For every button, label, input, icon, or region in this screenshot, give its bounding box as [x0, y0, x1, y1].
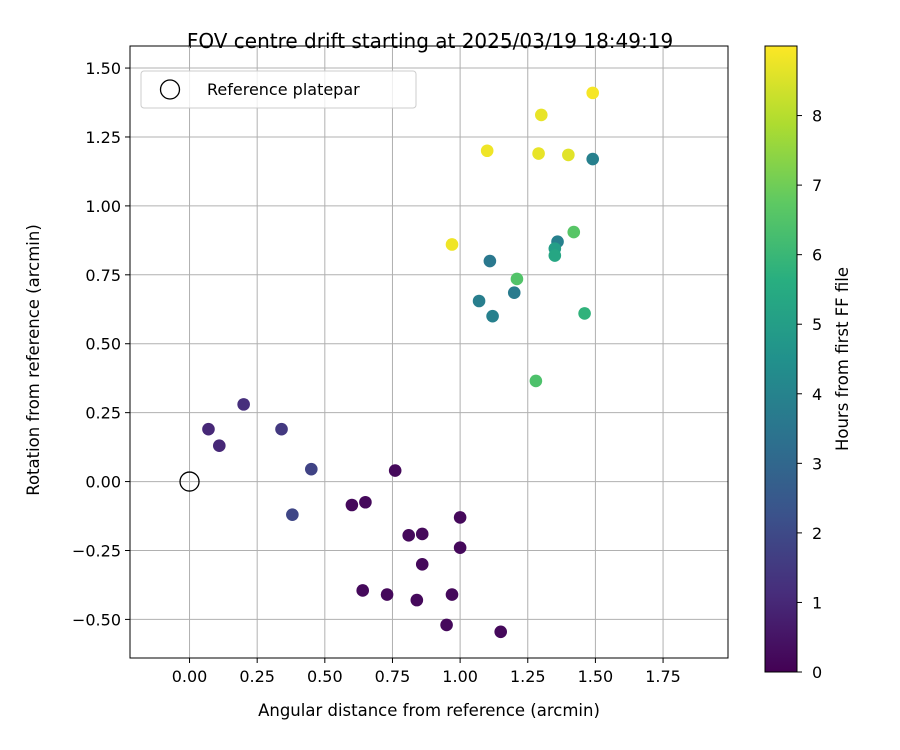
scatter-point	[345, 498, 359, 512]
y-tick-label: 0.00	[85, 473, 121, 492]
scatter-point	[453, 511, 467, 524]
y-axis-ticks: −0.50 −0.25 0.00 0.25 0.50 0.75 1.00 1.25 1.50	[72, 59, 130, 629]
plot-frame	[129, 45, 729, 659]
scatter-point	[453, 541, 467, 555]
colorbar-tick-label: 6	[812, 246, 822, 265]
x-tick-label: 1.00	[442, 667, 478, 686]
scatter-point	[578, 307, 591, 320]
y-tick-label: 1.25	[85, 128, 121, 147]
scatter-point	[486, 309, 499, 323]
legend: Reference platepar	[140, 70, 417, 109]
y-tick-label: −0.50	[72, 610, 121, 629]
x-tick-label: 0.75	[375, 667, 411, 686]
x-tick-label: 1.25	[510, 667, 546, 686]
y-tick-label: 0.25	[85, 404, 121, 423]
scatter-point	[586, 86, 600, 100]
scatter-point	[562, 148, 575, 162]
x-tick-label: 1.75	[645, 667, 681, 686]
scatter-point	[534, 108, 548, 122]
scatter-point	[586, 152, 600, 166]
colorbar-tick-label: 2	[812, 524, 822, 543]
scatter-point	[445, 588, 459, 601]
legend-reference-marker	[159, 79, 181, 100]
scatter-point	[445, 238, 459, 251]
reference-marker	[179, 471, 200, 492]
y-axis-label: Rotation from reference (arcmin)	[24, 224, 43, 496]
colorbar: 0 1 2 3 4 5 6 7 8 Hours from first FF file	[764, 45, 852, 682]
scatter-point	[202, 422, 215, 436]
colorbar-tick-label: 8	[812, 107, 822, 126]
colorbar-tick-label: 4	[812, 385, 822, 404]
colorbar-tick-label: 0	[812, 663, 822, 682]
colorbar-tick-label: 5	[812, 315, 822, 334]
scatter-point	[402, 529, 416, 542]
legend-box	[140, 70, 417, 109]
x-axis-label: Angular distance from reference (arcmin)	[258, 701, 600, 720]
scatter-point	[532, 147, 545, 160]
scatter-point	[212, 439, 226, 453]
scatter-point	[567, 225, 581, 239]
scatter-point	[415, 527, 429, 541]
colorbar-label: Hours from first FF file	[833, 267, 852, 451]
scatter-point	[356, 584, 370, 597]
reference-platepar-marker	[179, 471, 200, 492]
legend-label: Reference platepar	[207, 80, 360, 99]
scatter-point	[480, 144, 494, 158]
scatter-point	[548, 249, 562, 262]
y-tick-label: 0.75	[85, 266, 121, 285]
chart-title: FOV centre drift starting at 2025/03/19 …	[187, 29, 673, 53]
colorbar-tick-label: 1	[812, 593, 822, 612]
scatter-point	[483, 254, 497, 268]
y-tick-label: 0.50	[85, 335, 121, 354]
scatter-point	[380, 588, 394, 601]
scatter-point	[286, 508, 299, 521]
colorbar-tick-label: 3	[812, 454, 822, 473]
colorbar-tick-label: 7	[812, 176, 822, 195]
scatter-point	[507, 286, 521, 300]
scatter-point	[440, 618, 453, 632]
colorbar-gradient	[764, 45, 798, 673]
y-tick-label: −0.25	[72, 541, 121, 560]
scatter-point	[529, 374, 543, 388]
scatter-point	[415, 557, 429, 571]
x-tick-label: 1.50	[578, 667, 614, 686]
x-tick-label: 0.00	[172, 667, 208, 686]
x-axis-ticks: 0.00 0.25 0.50 0.75 1.00 1.25 1.50 1.75	[172, 658, 681, 686]
scatter-point	[472, 294, 486, 308]
x-tick-label: 0.50	[307, 667, 343, 686]
scatter-point	[388, 464, 402, 477]
grid	[130, 46, 728, 658]
scatter-point	[304, 462, 318, 476]
scatter-point	[359, 495, 372, 509]
scatter-point	[494, 625, 508, 639]
colorbar-ticks: 0 1 2 3 4 5 6 7 8	[797, 107, 822, 682]
scatter-point	[237, 398, 250, 411]
scatter-point	[410, 593, 424, 607]
x-tick-label: 0.25	[239, 667, 275, 686]
scatter-point	[275, 422, 288, 436]
y-tick-label: 1.50	[85, 59, 121, 78]
y-tick-label: 1.00	[85, 197, 121, 216]
data-points	[202, 86, 600, 639]
scatter-point	[510, 272, 524, 286]
